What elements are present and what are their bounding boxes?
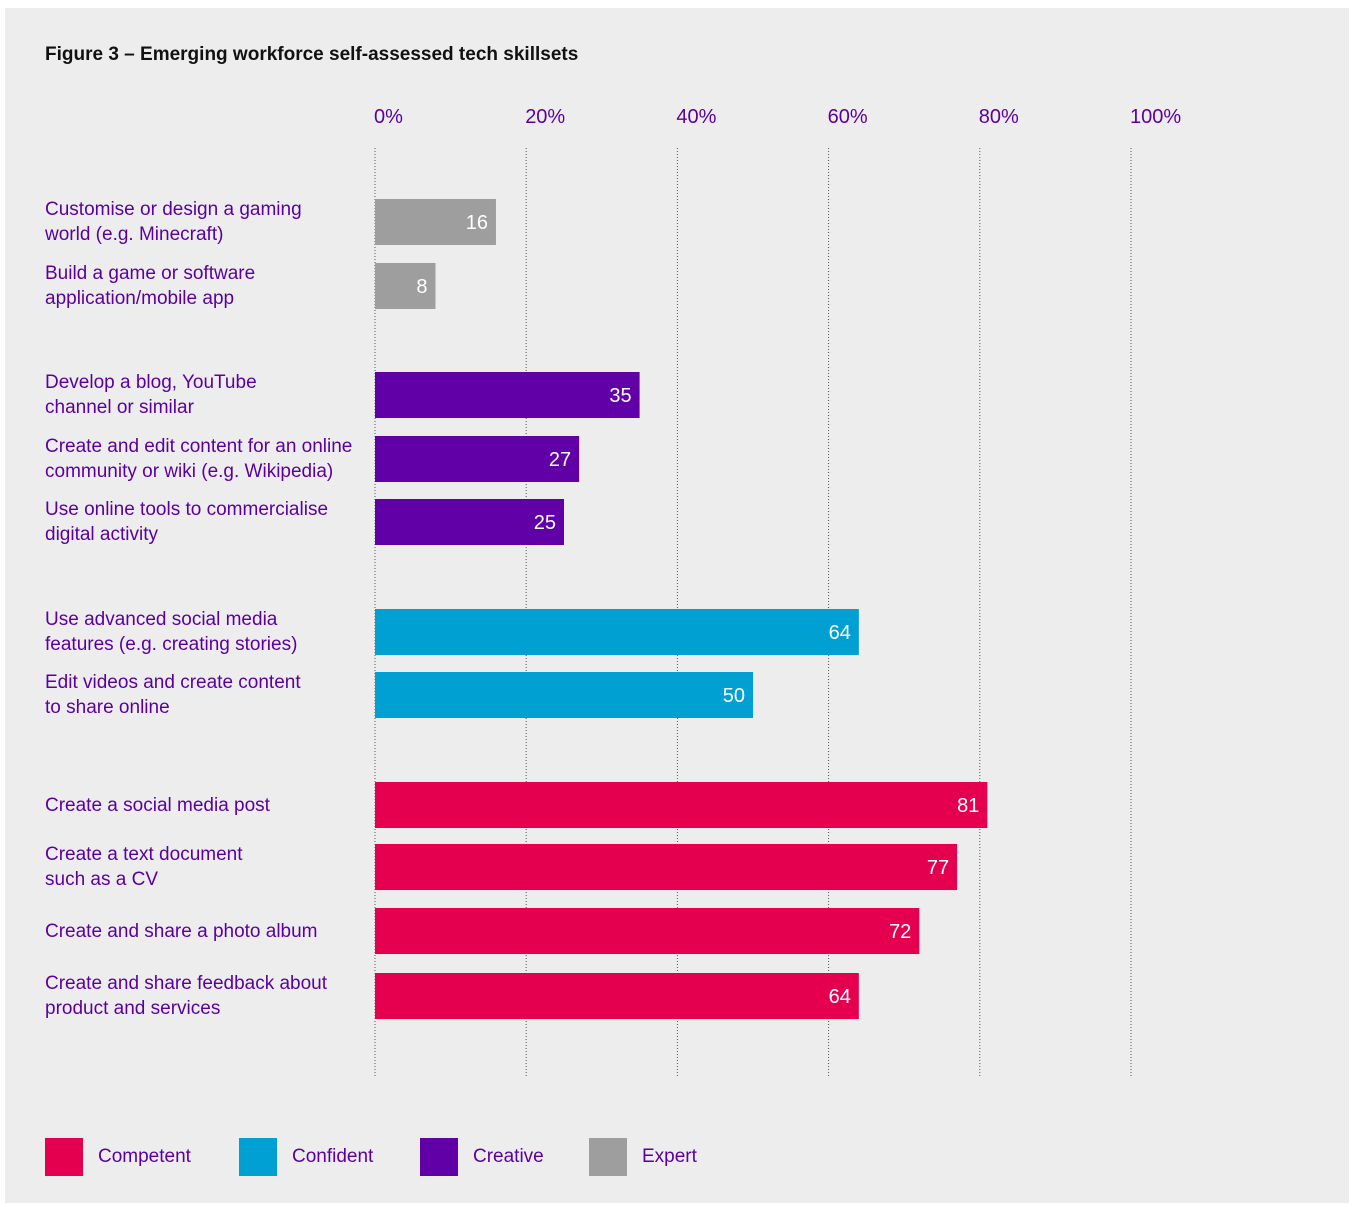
legend-swatch	[239, 1138, 277, 1176]
bar-value-label: 77	[927, 857, 949, 879]
x-tick-label: 60%	[828, 106, 868, 128]
bar	[375, 436, 580, 482]
legend-item-confident: Confident	[239, 1138, 373, 1176]
legend-item-expert: Expert	[589, 1138, 697, 1176]
bar	[375, 199, 496, 245]
figure-title: Figure 3 – Emerging workforce self-asses…	[45, 44, 579, 65]
bar	[375, 973, 859, 1019]
legend-label: Confident	[292, 1146, 374, 1167]
legend-label: Expert	[642, 1146, 697, 1167]
x-tick-label: 100%	[1130, 106, 1181, 128]
category-label: Create and share feedback about product …	[45, 973, 328, 1019]
category-label: Create a text document such as a CV	[45, 844, 243, 890]
bar-value-label: 81	[957, 795, 979, 817]
category-label: Develop a blog, YouTube channel or simil…	[45, 372, 257, 418]
legend-item-creative: Creative	[420, 1138, 544, 1176]
legend-swatch	[45, 1138, 83, 1176]
legend-swatch	[589, 1138, 627, 1176]
legend-label: Creative	[473, 1146, 544, 1167]
bar-value-label: 35	[609, 385, 631, 407]
x-tick-label: 80%	[979, 106, 1019, 128]
bar	[375, 372, 640, 418]
category-label: Build a game or software application/mob…	[45, 263, 256, 309]
legend-label: Competent	[98, 1146, 191, 1167]
bar-value-label: 50	[723, 685, 745, 707]
bar	[375, 263, 436, 309]
x-tick-label: 40%	[676, 106, 716, 128]
category-label: Use advanced social media features (e.g.…	[45, 609, 298, 655]
category-label: Edit videos and create content to share …	[45, 672, 301, 718]
bar-value-label: 64	[829, 986, 851, 1008]
legend-item-competent: Competent	[45, 1138, 191, 1176]
bar-value-label: 16	[466, 212, 488, 234]
category-label: Create a social media post	[45, 794, 270, 816]
bar	[375, 672, 753, 718]
x-tick-label: 0%	[374, 106, 403, 128]
bar-value-label: 64	[829, 622, 851, 644]
bar-value-label: 72	[889, 921, 911, 943]
category-label: Create and share a photo album	[45, 920, 318, 942]
bar-value-label: 27	[549, 449, 571, 471]
bar	[375, 609, 859, 655]
bar-value-label: 25	[534, 512, 556, 534]
category-label: Create and edit content for an online co…	[45, 436, 353, 482]
x-tick-label: 20%	[525, 106, 565, 128]
bar	[375, 782, 988, 828]
category-label: Use online tools to commercialise digita…	[45, 499, 329, 545]
bar-value-label: 8	[416, 276, 427, 298]
legend-swatch	[420, 1138, 458, 1176]
bar	[375, 908, 920, 954]
bar	[375, 844, 958, 890]
bar	[375, 499, 564, 545]
category-label: Customise or design a gaming world (e.g.…	[45, 199, 302, 245]
